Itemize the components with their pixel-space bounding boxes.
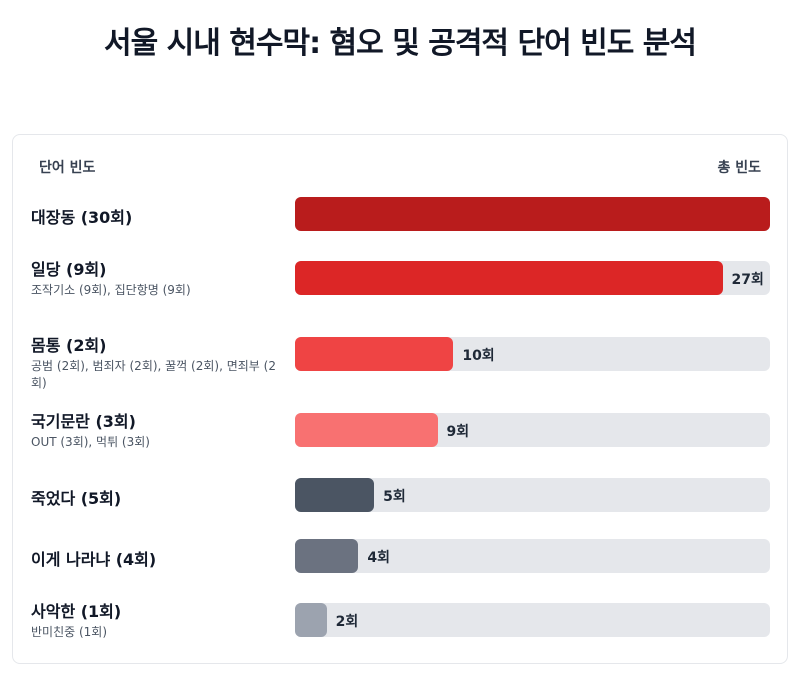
row-label: 이게 나라냐 (4회) <box>31 550 157 569</box>
bar-track <box>295 197 770 231</box>
bar-track: 27회 <box>295 261 770 295</box>
bar-track: 5회 <box>295 478 770 512</box>
row-label: 몸통 (2회) <box>31 336 107 355</box>
bar-track: 2회 <box>295 603 770 637</box>
row-label-group: 이게 나라냐 (4회) <box>31 546 281 570</box>
row-label: 일당 (9회) <box>31 260 107 279</box>
bar-track: 4회 <box>295 539 770 573</box>
row-label-group: 사악한 (1회) 반미친중 (1회) <box>31 598 281 641</box>
bar-track: 10회 <box>295 337 770 371</box>
row-label-group: 대장동 (30회) <box>31 204 281 228</box>
row-sublabel: 반미친중 (1회) <box>31 625 108 639</box>
row-label: 죽었다 (5회) <box>31 489 122 508</box>
row-label-group: 국기문란 (3회) OUT (3회), 먹튀 (3회) <box>31 408 281 451</box>
value-label: 10회 <box>462 348 495 364</box>
bar <box>295 478 375 512</box>
row-label-group: 몸통 (2회) 공범 (2회), 범죄자 (2회), 꿀꺽 (2회), 면죄부 … <box>31 332 281 392</box>
row-sublabel: 공범 (2회), 범죄자 (2회), 꿀꺽 (2회), 면죄부 (2회) <box>31 359 276 390</box>
bar <box>295 337 454 371</box>
bar <box>295 261 723 295</box>
bar <box>295 539 359 573</box>
bar-track: 9회 <box>295 413 770 447</box>
value-label: 9회 <box>446 424 470 440</box>
bar <box>295 197 770 231</box>
value-label: 4회 <box>367 550 390 566</box>
header-left: 단어 빈도 <box>39 160 96 176</box>
row-label-group: 죽었다 (5회) <box>31 485 281 509</box>
row-label: 사악한 (1회) <box>31 602 122 621</box>
value-label: 2회 <box>335 614 359 630</box>
bar <box>295 603 327 637</box>
value-label: 27회 <box>731 272 764 288</box>
bar <box>295 413 438 447</box>
row-sublabel: OUT (3회), 먹튀 (3회) <box>31 435 150 449</box>
value-label: 5회 <box>383 489 406 505</box>
header-right: 총 빈도 <box>717 160 761 176</box>
page-title: 서울 시내 현수막: 혐오 및 공격적 단어 빈도 분석 <box>104 26 697 61</box>
row-label: 국기문란 (3회) <box>31 412 136 431</box>
chart-card: 단어 빈도 총 빈도 대장동 (30회) 일당 (9회) 조작기소 (9회), … <box>12 134 788 664</box>
row-label-group: 일당 (9회) 조작기소 (9회), 집단항명 (9회) <box>31 256 281 299</box>
row-label: 대장동 (30회) <box>31 208 133 227</box>
row-sublabel: 조작기소 (9회), 집단항명 (9회) <box>31 283 191 297</box>
